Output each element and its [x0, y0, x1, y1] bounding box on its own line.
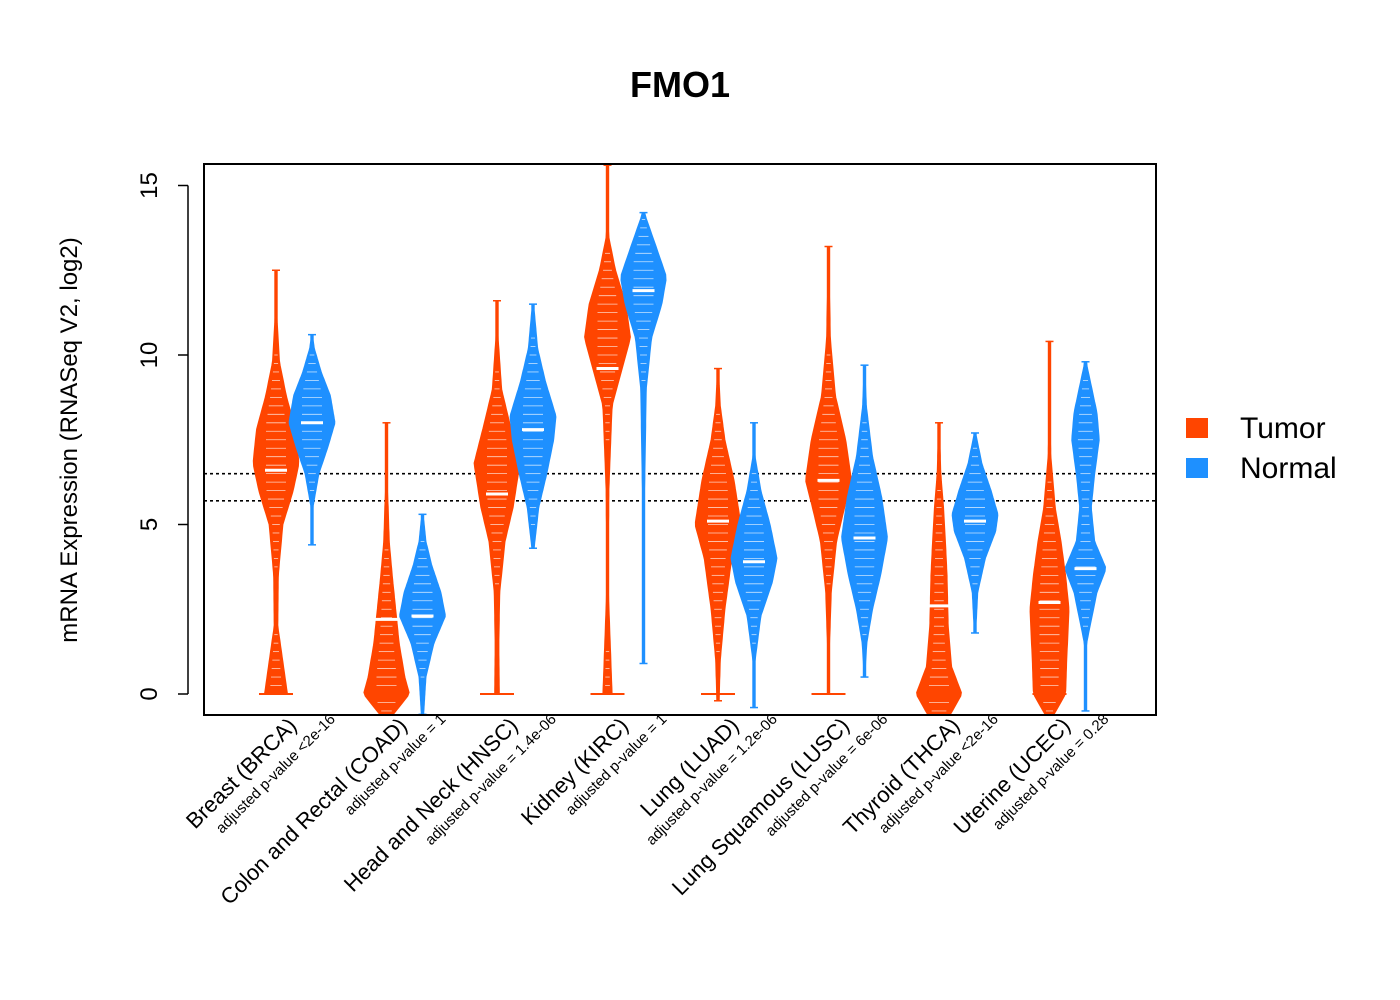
violin-normal-3: [509, 303, 557, 549]
legend: Tumor Normal: [1186, 412, 1337, 485]
violin-tumor-5: [694, 367, 742, 702]
plot-frame: [203, 163, 1157, 716]
violin-normal-8: [1064, 361, 1107, 712]
y-tick-label-5: 5: [136, 518, 163, 531]
legend-label-2: Normal: [1240, 452, 1337, 485]
legend-swatch-1: [1186, 418, 1208, 438]
violin-normal-4: [620, 211, 667, 665]
y-tick-label-15: 15: [136, 172, 163, 199]
y-tick-label-0: 0: [136, 687, 163, 700]
violin-normal-7: [951, 432, 999, 634]
chart-title: FMO1: [630, 64, 730, 105]
violin-tumor-7: [916, 422, 962, 715]
y-axis: 0 5 10 15: [136, 172, 189, 701]
y-axis-label: mRNA Expression (RNASeq V2, log2): [56, 237, 83, 643]
violin-normal-1: [288, 333, 336, 546]
violin-normal-5: [730, 422, 778, 709]
violin-normal-2: [399, 513, 446, 715]
plot-content: [204, 164, 1156, 715]
violin-tumor-3: [473, 300, 521, 695]
legend-swatch-2: [1186, 458, 1208, 478]
plot-area: [204, 164, 1156, 715]
violin-tumor-6: [805, 245, 852, 695]
violin-tumor-4: [584, 164, 631, 695]
legend-label-1: Tumor: [1240, 412, 1326, 445]
violin-normal-6: [841, 364, 888, 678]
y-tick-label-10: 10: [136, 342, 163, 369]
violin-tumor-8: [1029, 340, 1070, 715]
violin-tumor-1: [252, 269, 300, 695]
violin-tumor-2: [363, 422, 410, 715]
